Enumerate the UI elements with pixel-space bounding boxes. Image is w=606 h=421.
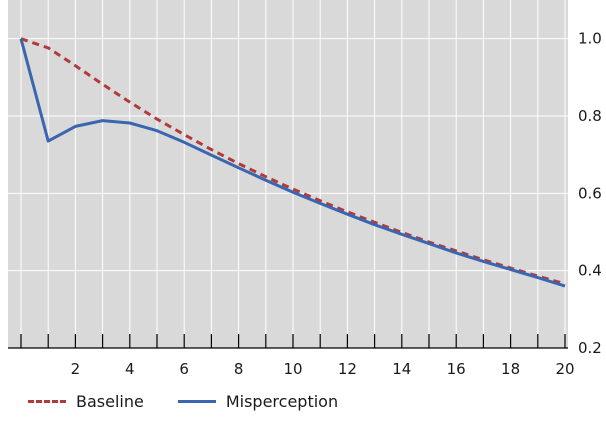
x-tick-label: 10 [283, 360, 302, 378]
legend-swatch-misperception [177, 400, 216, 403]
x-tick-label: 6 [179, 360, 189, 378]
x-tick-label: 20 [555, 360, 574, 378]
legend: Baseline Misperception [28, 392, 372, 411]
vertical-gridlines [20, 0, 566, 348]
x-tick-label: 12 [338, 360, 357, 378]
x-tick-label: 14 [392, 360, 411, 378]
x-tick-label: 2 [71, 360, 81, 378]
x-tick-label: 8 [234, 360, 244, 378]
series-line-misperception [19, 38, 566, 288]
y-axis-tick-labels: 0.2 0.4 0.6 0.8 1.0 [578, 30, 602, 357]
x-tick-label: 18 [501, 360, 520, 378]
legend-label-misperception: Misperception [225, 392, 339, 411]
series-layer [19, 37, 566, 288]
y-tick-label: 0.6 [578, 184, 602, 202]
legend-label-baseline: Baseline [76, 392, 144, 411]
legend-item-baseline: Baseline [28, 392, 144, 411]
y-tick-label: 0.2 [578, 339, 602, 357]
y-tick-label: 0.4 [578, 262, 602, 280]
legend-item-misperception: Misperception [177, 392, 339, 411]
x-tick-label: 4 [125, 360, 135, 378]
series-line-baseline [20, 37, 566, 286]
y-tick-label: 0.8 [578, 107, 602, 125]
legend-swatch-baseline [28, 400, 66, 403]
plot-area [8, 0, 568, 348]
y-tick-label: 1.0 [578, 30, 602, 48]
x-axis-ticks [20, 334, 566, 348]
x-axis-tick-labels: 2 4 6 8 10 12 14 16 18 20 [71, 360, 575, 378]
x-tick-label: 16 [447, 360, 466, 378]
